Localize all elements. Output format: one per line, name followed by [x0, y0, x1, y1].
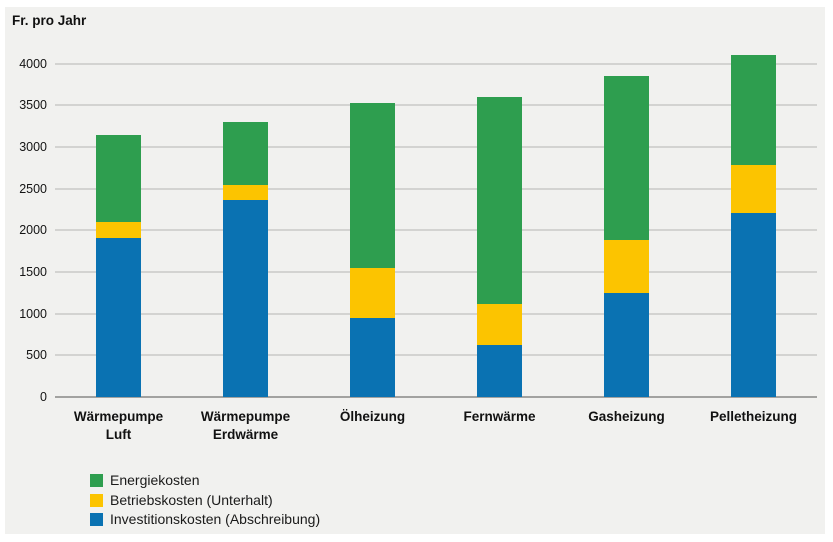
legend-item-energiekosten: Energiekosten [90, 472, 320, 489]
gridline [55, 146, 817, 148]
bar-fernw-rme [477, 97, 522, 397]
bar-segment-investitionskosten [477, 344, 522, 397]
bar-w-rmepumpe-erdw-rme [223, 122, 268, 397]
x-tick-label-fernw-rme: Fernwärme [463, 409, 536, 424]
bar-segment-energiekosten [604, 76, 649, 241]
x-tick-label-w-rmepumpe-erdw-rme: Wärmepumpe Erdwärme [200, 409, 291, 442]
bar-segment-energiekosten [731, 55, 776, 166]
bar-column-w-rmepumpe-luft [55, 47, 182, 397]
y-tick-label: 3000 [19, 140, 47, 154]
y-tick-label: 0 [40, 390, 47, 404]
bar-column-pelletheizung [690, 47, 817, 397]
bars-container [55, 47, 817, 397]
gridline [55, 312, 817, 315]
legend-label: Betriebskosten (Unterhalt) [110, 491, 273, 508]
legend-label: Energiekosten [110, 472, 200, 488]
bar-column-gasheizung [563, 47, 690, 397]
bar-segment-investitionskosten [96, 237, 141, 397]
plot-area: 0 500 1000 1500 2000 2500 3000 3500 4000 [19, 47, 817, 404]
bar-column-lheizung [309, 47, 436, 397]
bar-segment-betriebskosten [350, 267, 395, 318]
gridline [55, 104, 817, 107]
legend-swatch-icon [90, 513, 103, 526]
x-axis-labels: Wärmepumpe Luft Wärmepumpe Erdwärme Ölheiz… [55, 408, 817, 444]
x-tick-label-lheizung: Ölheizung [339, 409, 406, 424]
gridline [55, 187, 817, 190]
x-tick-label-w-rmepumpe-luft: Wärmepumpe Luft [73, 409, 164, 442]
bar-segment-betriebskosten [223, 184, 268, 200]
bar-lheizung [350, 102, 395, 397]
gridline [55, 354, 817, 357]
x-tick-label-pelletheizung: Pelletheizung [709, 409, 797, 424]
gridline [55, 229, 817, 232]
legend-swatch-icon [90, 493, 103, 507]
legend-item-investitionskosten: Investitionskosten (Abschreibung) [90, 511, 320, 528]
bar-segment-betriebskosten [96, 222, 141, 238]
bar-segment-betriebskosten [477, 303, 522, 345]
bar-segment-energiekosten [477, 97, 522, 304]
y-tick-label: 500 [26, 348, 47, 363]
y-tick-label: 4000 [19, 56, 47, 71]
bar-gasheizung [604, 76, 649, 397]
bar-segment-investitionskosten [731, 212, 776, 397]
bar-segment-investitionskosten [350, 317, 395, 397]
y-tick-label: 1000 [19, 306, 47, 321]
bar-segment-betriebskosten [604, 240, 649, 293]
bar-segment-energiekosten [223, 122, 268, 185]
bar-column-fernw-rme [436, 47, 563, 397]
bar-pelletheizung [731, 55, 776, 397]
x-tick-label-gasheizung: Gasheizung [588, 409, 665, 424]
y-tick-label: 2000 [19, 223, 47, 238]
chart-panel: Fr. pro Jahr 0 500 1000 1500 2000 2500 3000 350… [5, 7, 825, 534]
x-axis-line [55, 396, 817, 398]
bar-segment-energiekosten [96, 134, 141, 223]
legend-label: Investitionskosten (Abschreibung) [110, 511, 321, 527]
y-tick-label: 2500 [19, 181, 47, 196]
bar-segment-energiekosten [350, 102, 395, 268]
bar-segment-investitionskosten [604, 292, 649, 397]
gridline [55, 62, 817, 65]
y-tick-label: 1500 [19, 265, 47, 279]
gridline [55, 271, 817, 273]
legend: Energiekosten Betriebskosten (Unterhalt) I… [90, 472, 320, 531]
bar-segment-investitionskosten [223, 199, 268, 397]
y-axis-title: Fr. pro Jahr [12, 13, 87, 28]
legend-swatch-icon [90, 474, 103, 487]
bar-w-rmepumpe-luft [96, 134, 141, 397]
y-tick-label: 3500 [19, 98, 47, 113]
legend-item-betriebskosten: Betriebskosten (Unterhalt) [90, 492, 320, 509]
bar-column-w-rmepumpe-erdw-rme [182, 47, 309, 397]
bar-segment-betriebskosten [731, 165, 776, 213]
